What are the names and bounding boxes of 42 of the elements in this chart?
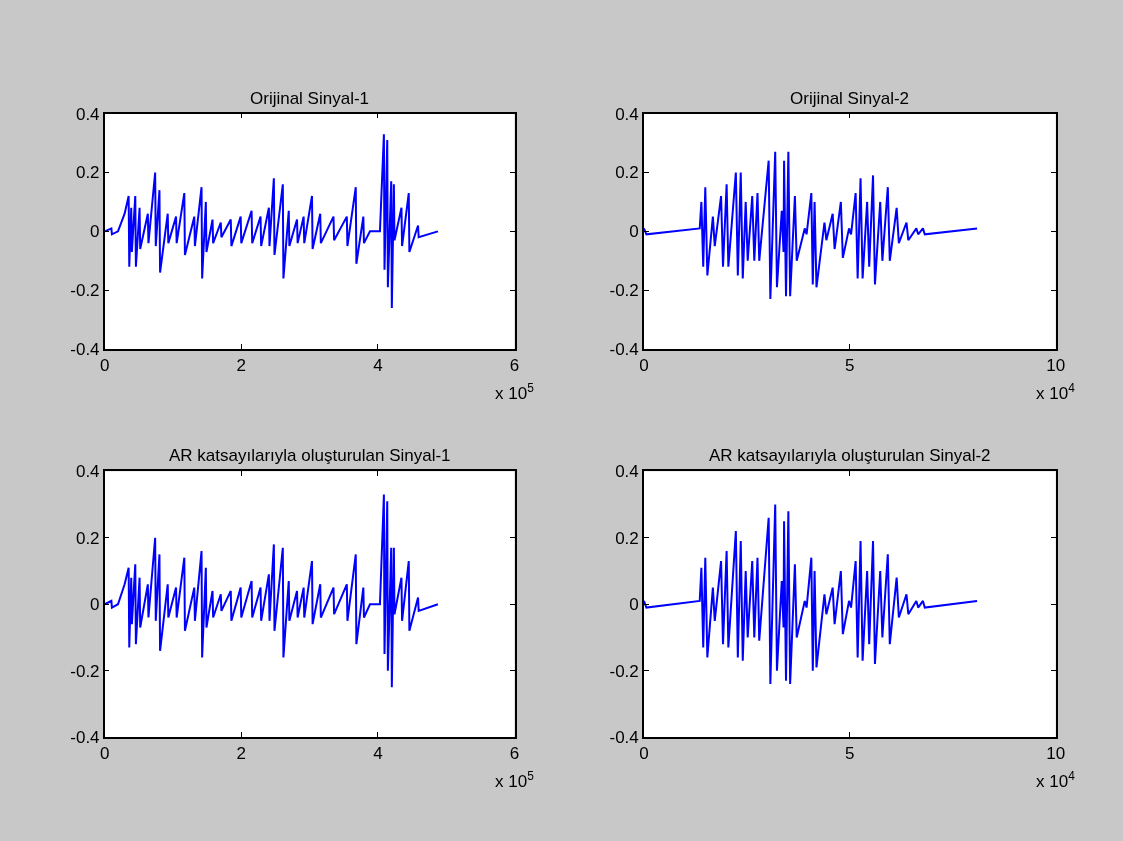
x-tick-label: 6 bbox=[509, 356, 520, 376]
x-tick-label: 2 bbox=[236, 356, 247, 376]
y-tick-label: 0 bbox=[629, 222, 639, 242]
x-tick-label: 10 bbox=[1046, 744, 1066, 764]
y-tick-label: 0.2 bbox=[615, 163, 639, 183]
y-tick-label: 0 bbox=[629, 595, 639, 615]
y-tick-label: -0.2 bbox=[70, 281, 100, 301]
chart-title: AR katsayılarıyla oluşturulan Sinyal-2 bbox=[709, 446, 991, 465]
line-series bbox=[643, 150, 979, 301]
y-tick-label: 0.2 bbox=[75, 528, 100, 548]
y-tick-label: 0 bbox=[90, 595, 100, 615]
x-tick-label: 5 bbox=[845, 744, 855, 764]
y-tick-label: -0.4 bbox=[609, 340, 639, 360]
line-series bbox=[104, 133, 439, 309]
y-tick-label: -0.2 bbox=[70, 661, 100, 681]
text: x 10$^{4}$ bbox=[1036, 769, 1076, 792]
chart-title: Orijinal Sinyal-1 bbox=[250, 89, 370, 108]
y-tick-label: -0.4 bbox=[70, 728, 100, 748]
x-tick-label: 2 bbox=[236, 744, 247, 764]
y-tick-label: 0.4 bbox=[75, 462, 100, 482]
y-tick-label: 0.4 bbox=[75, 104, 100, 124]
x-tick-label: 10 bbox=[1046, 356, 1066, 376]
line-series bbox=[643, 503, 979, 685]
x-tick-label: 6 bbox=[509, 744, 520, 764]
x-tick-label: 5 bbox=[845, 356, 855, 376]
y-tick-label: 0.4 bbox=[615, 104, 639, 124]
text: x 10$^{5}$ bbox=[495, 769, 535, 792]
y-tick-label: 0.2 bbox=[615, 528, 639, 548]
chart-title: Orijinal Sinyal-2 bbox=[790, 89, 910, 108]
y-tick-label: -0.4 bbox=[70, 340, 100, 360]
y-tick-label: 0.4 bbox=[615, 462, 639, 482]
text: x 10$^{4}$ bbox=[1036, 381, 1076, 404]
x-tick-label: 4 bbox=[373, 356, 383, 376]
chart-title: AR katsayılarıyla oluşturulan Sinyal-1 bbox=[169, 446, 451, 465]
text: x 10$^{5}$ bbox=[495, 381, 535, 404]
y-tick-label: -0.2 bbox=[609, 281, 639, 301]
y-tick-label: 0.2 bbox=[75, 163, 100, 183]
y-tick-label: 0 bbox=[90, 222, 100, 242]
x-tick-label: 4 bbox=[373, 744, 383, 764]
line-series bbox=[104, 493, 439, 689]
y-tick-label: -0.2 bbox=[609, 661, 639, 681]
y-tick-label: -0.4 bbox=[609, 728, 639, 748]
